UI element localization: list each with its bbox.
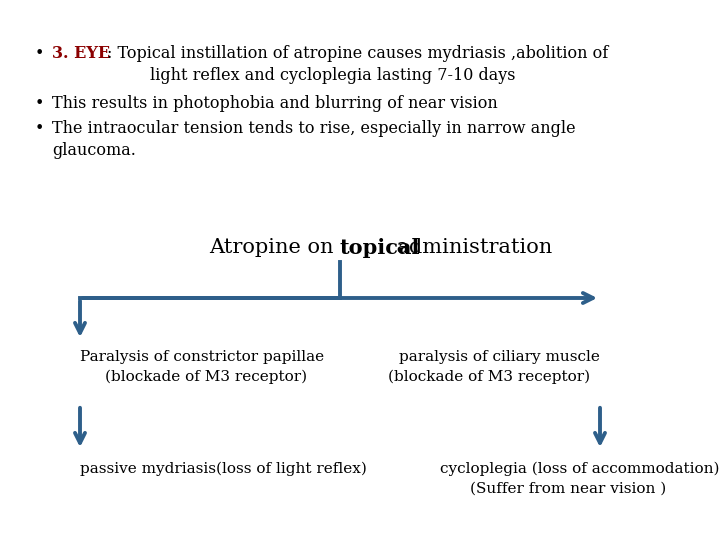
Text: Atropine on: Atropine on <box>209 238 340 257</box>
Text: (blockade of M3 receptor): (blockade of M3 receptor) <box>105 370 307 384</box>
Text: (blockade of M3 receptor): (blockade of M3 receptor) <box>388 370 590 384</box>
Text: glaucoma.: glaucoma. <box>52 142 136 159</box>
Text: This results in photophobia and blurring of near vision: This results in photophobia and blurring… <box>52 95 498 112</box>
Text: •: • <box>35 95 45 112</box>
Text: topical: topical <box>340 238 420 258</box>
Text: •: • <box>35 45 45 62</box>
Text: passive mydriasis(loss of light reflex): passive mydriasis(loss of light reflex) <box>80 462 367 476</box>
Text: The intraocular tension tends to rise, especially in narrow angle: The intraocular tension tends to rise, e… <box>52 120 575 137</box>
Text: cycloplegia (loss of accommodation): cycloplegia (loss of accommodation) <box>440 462 719 476</box>
Text: : Topical instillation of atropine causes mydriasis ,abolition of: : Topical instillation of atropine cause… <box>107 45 608 62</box>
Text: paralysis of ciliary muscle: paralysis of ciliary muscle <box>399 350 600 364</box>
Text: 3. EYE: 3. EYE <box>52 45 110 62</box>
Text: light reflex and cycloplegia lasting 7-10 days: light reflex and cycloplegia lasting 7-1… <box>150 67 516 84</box>
Text: •: • <box>35 120 45 137</box>
Text: administration: administration <box>390 238 552 257</box>
Text: (Suffer from near vision ): (Suffer from near vision ) <box>470 482 666 496</box>
Text: Paralysis of constrictor papillae: Paralysis of constrictor papillae <box>80 350 324 364</box>
